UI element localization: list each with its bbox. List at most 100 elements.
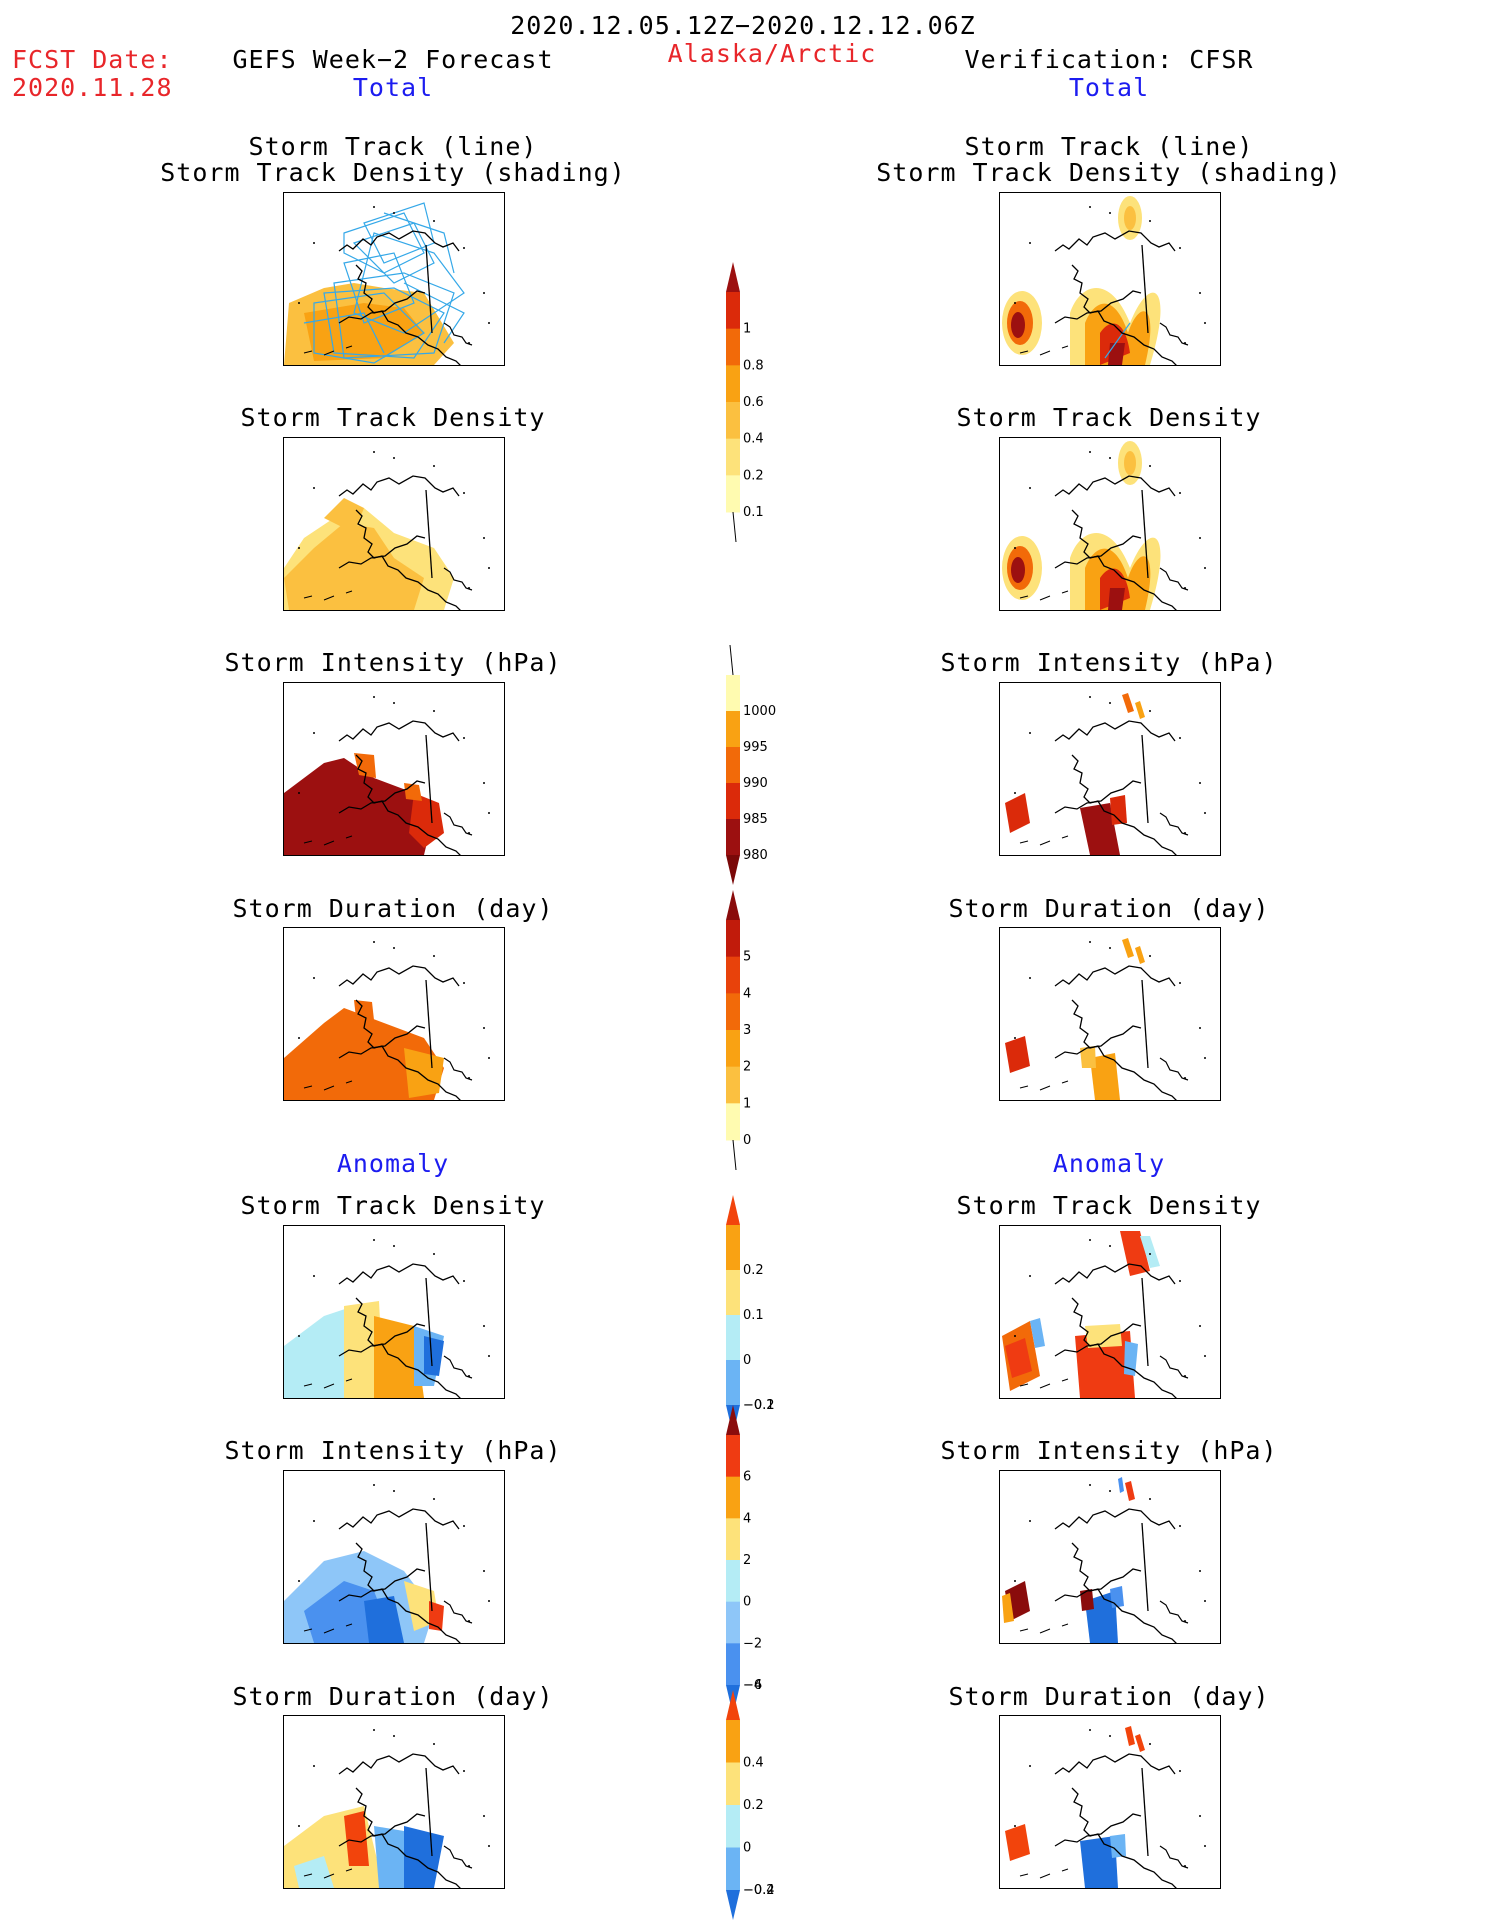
map-fcst-track-density <box>283 437 505 611</box>
map-fcst-anom-intensity <box>283 1470 505 1644</box>
colorbar-segment <box>726 1560 740 1603</box>
colorbar-tick-label: −6 <box>743 1678 762 1693</box>
colorbar-tick-label: 0.6 <box>743 395 764 410</box>
colorbar-segment <box>726 1030 740 1068</box>
colorbar-segment <box>726 920 740 958</box>
panel-title-track-shading-right: Storm Track Density (shading) <box>876 158 1342 187</box>
panel-title-anom-duration-right: Storm Duration (day) <box>948 1682 1270 1711</box>
colorbar-top-arrow <box>726 1195 740 1225</box>
colorbar-segment <box>726 292 740 330</box>
colorbar-tick-label: 1 <box>743 322 751 337</box>
colorbar-tick-label: 1000 <box>743 704 776 719</box>
colorbar-segment <box>726 1720 740 1763</box>
colorbar-tick-label: 980 <box>743 848 768 863</box>
right-column-title: Verification: CFSR <box>964 45 1254 74</box>
map-fcst-anom-duration <box>283 1715 505 1889</box>
colorbar-segment <box>726 993 740 1031</box>
colorbar-bottom-arrow <box>726 855 740 885</box>
panel-title-density-left: Storm Track Density <box>240 403 546 432</box>
colorbar-tick-label: −4 <box>743 1678 762 1693</box>
colorbar-tick-label: 0.8 <box>743 358 764 373</box>
panel-title-intensity-right: Storm Intensity (hPa) <box>940 648 1278 677</box>
colorbar-top-arrow <box>726 262 740 292</box>
right-total-heading: Total <box>1068 73 1150 102</box>
panel-title-anom-intensity-right: Storm Intensity (hPa) <box>940 1436 1278 1465</box>
colorbar-segment <box>726 1360 740 1406</box>
colorbar-duration: 5 4 3 2 1 0 <box>724 890 784 1174</box>
colorbar-segment <box>726 747 740 784</box>
colorbar-bottom-line <box>732 511 737 543</box>
colorbar-top-line <box>729 644 734 676</box>
colorbar-segment <box>726 783 740 820</box>
panel-title-intensity-left: Storm Intensity (hPa) <box>224 648 562 677</box>
colorbar-tick-label: 6 <box>743 1470 751 1485</box>
map-cfsr-anom-density <box>999 1225 1221 1399</box>
colorbar-tick-label: 4 <box>743 1511 751 1526</box>
colorbar-segment <box>726 1762 740 1806</box>
colorbar-tick-label: −0.2 <box>743 1883 775 1898</box>
colorbar-tick-label: 0 <box>743 1133 751 1148</box>
right-anomaly-heading: Anomaly <box>1052 1149 1166 1178</box>
panel-title-track-line-right: Storm Track (line) <box>964 132 1254 161</box>
colorbar-segment <box>726 956 740 994</box>
colorbar-tick-label: 0.2 <box>743 468 764 483</box>
colorbar-tick-label: 2 <box>743 1060 751 1075</box>
colorbar-segment <box>726 365 740 403</box>
map-cfsr-track-density <box>999 437 1221 611</box>
date-range-title: 2020.12.05.12Z−2020.12.12.06Z <box>510 11 976 40</box>
colorbar-segment <box>726 1225 740 1271</box>
colorbar-tick-label: 0.4 <box>743 432 764 447</box>
map-cfsr-anom-intensity <box>999 1470 1221 1644</box>
colorbar-segment <box>726 1601 740 1644</box>
colorbar-tick-label: −0.2 <box>743 1398 775 1413</box>
colorbar-bottom-line <box>732 1139 737 1171</box>
colorbar-tick-label: 0.2 <box>743 1263 764 1278</box>
panel-title-density-right: Storm Track Density <box>956 403 1262 432</box>
colorbar-tick-label: 2 <box>743 1553 751 1568</box>
colorbar-tick-label: 0.4 <box>743 1756 764 1771</box>
colorbar-segment <box>726 438 740 476</box>
colorbar-tick-label: 0.2 <box>743 1798 764 1813</box>
colorbar-segment <box>726 1476 740 1519</box>
colorbar-intensity: 1000 995 990 985 980 <box>724 644 784 889</box>
colorbar-tick-label: 4 <box>743 986 751 1001</box>
colorbar-top-arrow <box>726 1690 740 1720</box>
colorbar-tick-label: 5 <box>743 950 751 965</box>
colorbar-segment <box>726 1643 740 1686</box>
panel-title-anom-intensity-left: Storm Intensity (hPa) <box>224 1436 562 1465</box>
panel-title-track-line-left: Storm Track (line) <box>248 132 538 161</box>
colorbar-tick-label: 1 <box>743 1096 751 1111</box>
colorbar-segment <box>726 711 740 748</box>
map-fcst-track-line <box>283 192 505 366</box>
colorbar-tick-label: 0 <box>743 1353 751 1368</box>
panel-title-anom-duration-left: Storm Duration (day) <box>232 1682 554 1711</box>
colorbar-top-arrow <box>726 1405 740 1435</box>
colorbar-segment <box>726 1518 740 1561</box>
colorbar-tick-label: −0.1 <box>743 1398 775 1413</box>
colorbar-segment <box>726 819 740 856</box>
colorbar-segment <box>726 1847 740 1891</box>
map-fcst-duration <box>283 927 505 1101</box>
colorbar-bottom-arrow <box>726 1890 740 1920</box>
colorbar-tick-label: 995 <box>743 740 768 755</box>
map-fcst-intensity <box>283 682 505 856</box>
panel-title-anom-density-right: Storm Track Density <box>956 1191 1262 1220</box>
map-cfsr-anom-duration <box>999 1715 1221 1889</box>
panel-title-track-shading-left: Storm Track Density (shading) <box>160 158 626 187</box>
panel-title-anom-density-left: Storm Track Density <box>240 1191 546 1220</box>
left-column-title: GEFS Week−2 Forecast <box>232 45 554 74</box>
colorbar-tick-label: 985 <box>743 812 768 827</box>
colorbar-top-arrow <box>726 890 740 920</box>
colorbar-segment <box>726 1315 740 1361</box>
colorbar-segment <box>726 1066 740 1104</box>
colorbar-tick-label: 990 <box>743 776 768 791</box>
panel-title-duration-left: Storm Duration (day) <box>232 894 554 923</box>
colorbar-density: 1 0.8 0.6 0.4 0.2 0.1 <box>724 262 784 546</box>
left-anomaly-heading: Anomaly <box>336 1149 450 1178</box>
colorbar-tick-label: 0 <box>743 1595 751 1610</box>
colorbar-tick-label: 3 <box>743 1023 751 1038</box>
colorbar-segment <box>726 475 740 513</box>
map-cfsr-track-line <box>999 192 1221 366</box>
colorbar-segment <box>726 1270 740 1316</box>
colorbar-tick-label: −0.4 <box>743 1883 775 1898</box>
